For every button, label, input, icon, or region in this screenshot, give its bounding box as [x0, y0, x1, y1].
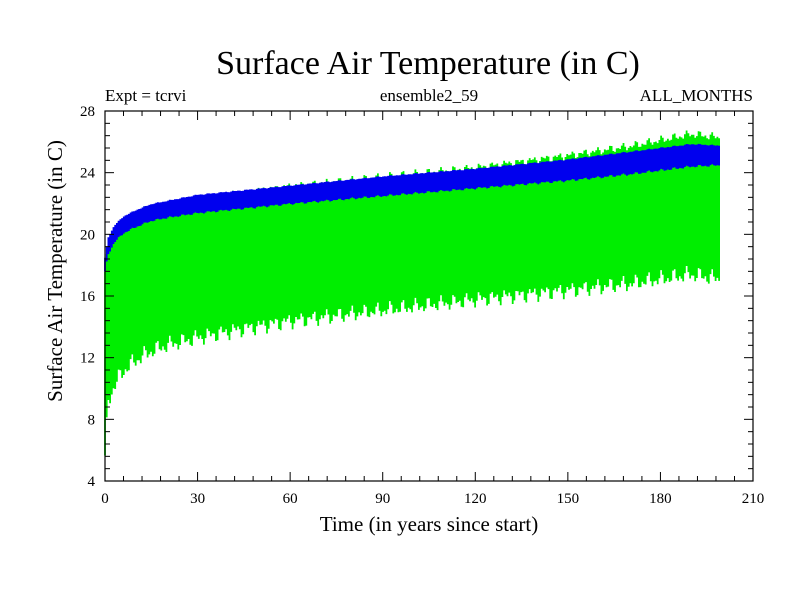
y-tick-label: 16 [80, 289, 96, 305]
x-tick-label: 120 [464, 491, 487, 507]
y-tick-label: 20 [80, 227, 95, 243]
x-tick-label: 60 [283, 491, 298, 507]
x-tick-label: 0 [101, 491, 109, 507]
y-tick-label: 4 [88, 474, 96, 490]
x-tick-label: 210 [742, 491, 765, 507]
y-axis-title: Surface Air Temperature (in C) [43, 140, 67, 402]
y-tick-label: 12 [80, 351, 95, 367]
axis-ticks: 0 30 60 90 120 150 180 210 4 8 12 16 20 24 28 [80, 104, 764, 507]
x-tick-label: 90 [375, 491, 390, 507]
ensemble-label: ensemble2_59 [380, 86, 478, 105]
experiment-label: Expt = tcrvi [105, 86, 187, 105]
y-tick-label: 8 [88, 412, 96, 428]
x-axis-title: Time (in years since start) [320, 512, 539, 536]
x-tick-label: 180 [649, 491, 672, 507]
x-tick-label: 30 [190, 491, 205, 507]
chart-title: Surface Air Temperature (in C) [216, 45, 640, 82]
plot-frame [104, 110, 754, 482]
x-tick-label: 150 [557, 491, 580, 507]
y-tick-label: 28 [80, 104, 95, 120]
y-tick-label: 24 [80, 166, 96, 182]
months-label: ALL_MONTHS [640, 86, 753, 105]
plot-series [104, 130, 720, 456]
